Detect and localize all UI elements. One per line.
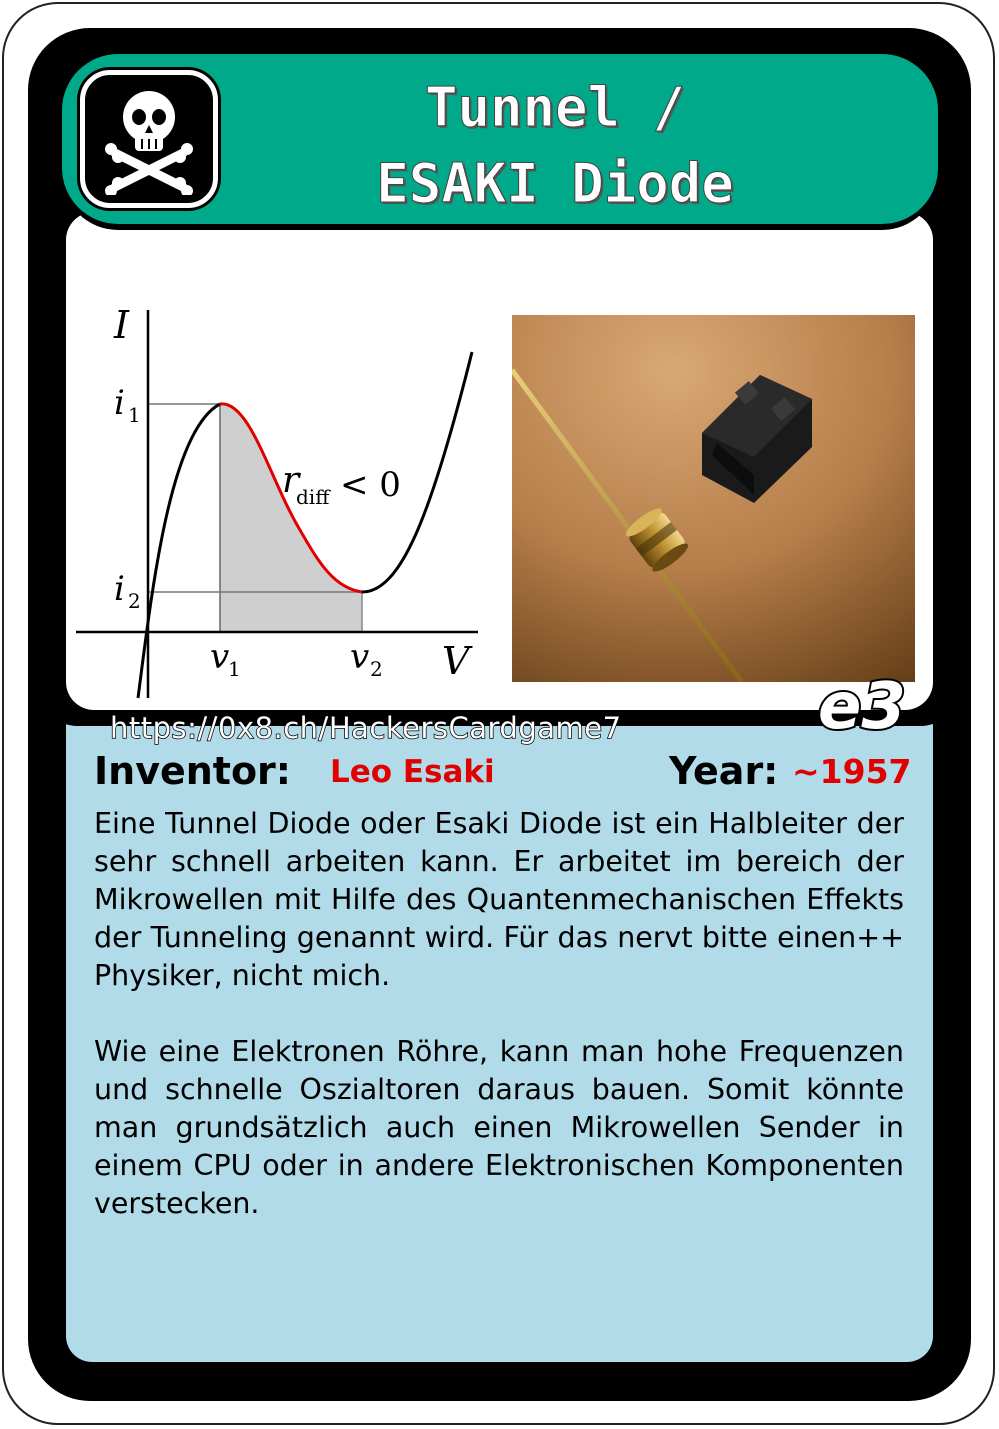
description-panel (66, 700, 933, 1362)
inventor-value: Leo Esaki (330, 754, 495, 790)
v2-label: v (350, 637, 369, 677)
description-paragraph-2: Wie eine Elektronen Röhre, kann man hohe… (94, 1035, 904, 1220)
category-badge (80, 70, 218, 208)
card-title: Tunnel / ESAKI Diode (230, 70, 880, 222)
diode-photo (512, 315, 915, 682)
curve-diffusion (361, 351, 474, 594)
axis-x-label: V (442, 639, 473, 683)
title-line-1: Tunnel / (424, 76, 686, 140)
description-text: Eine Tunnel Diode oder Esaki Diode ist e… (94, 805, 904, 1261)
level-badge: e3 (816, 670, 908, 744)
description-paragraph-1: Eine Tunnel Diode oder Esaki Diode ist e… (94, 807, 904, 992)
year-value: ~1957 (792, 752, 912, 791)
inventor-label: Inventor: (94, 749, 291, 793)
curve-rising (136, 402, 221, 699)
shaded-region (219, 403, 363, 633)
jumper-block (702, 375, 812, 503)
r-diff-label: r (282, 460, 301, 501)
v2-sub: 2 (370, 657, 383, 681)
i1-label: i (114, 383, 125, 423)
i2-label: i (114, 569, 125, 609)
axis-y-label: I (113, 303, 130, 347)
card-url[interactable]: https://0x8.ch/HackersCardgame7 (109, 710, 622, 746)
title-line-2: ESAKI Diode (376, 152, 735, 216)
r-diff-relation: < 0 (340, 465, 401, 505)
i1-sub: 1 (128, 403, 141, 427)
v1-label: v (210, 637, 229, 677)
iv-curve-graph: I V i 1 i 2 v 1 v 2 r diff < 0 (76, 303, 478, 699)
v1-sub: 1 (228, 657, 241, 681)
skull-crossbones-icon (105, 91, 193, 195)
curve-negative-resistance (219, 402, 363, 594)
year-label: Year: (669, 749, 779, 793)
r-diff-sub: diff (296, 485, 331, 509)
i2-sub: 2 (128, 589, 141, 613)
